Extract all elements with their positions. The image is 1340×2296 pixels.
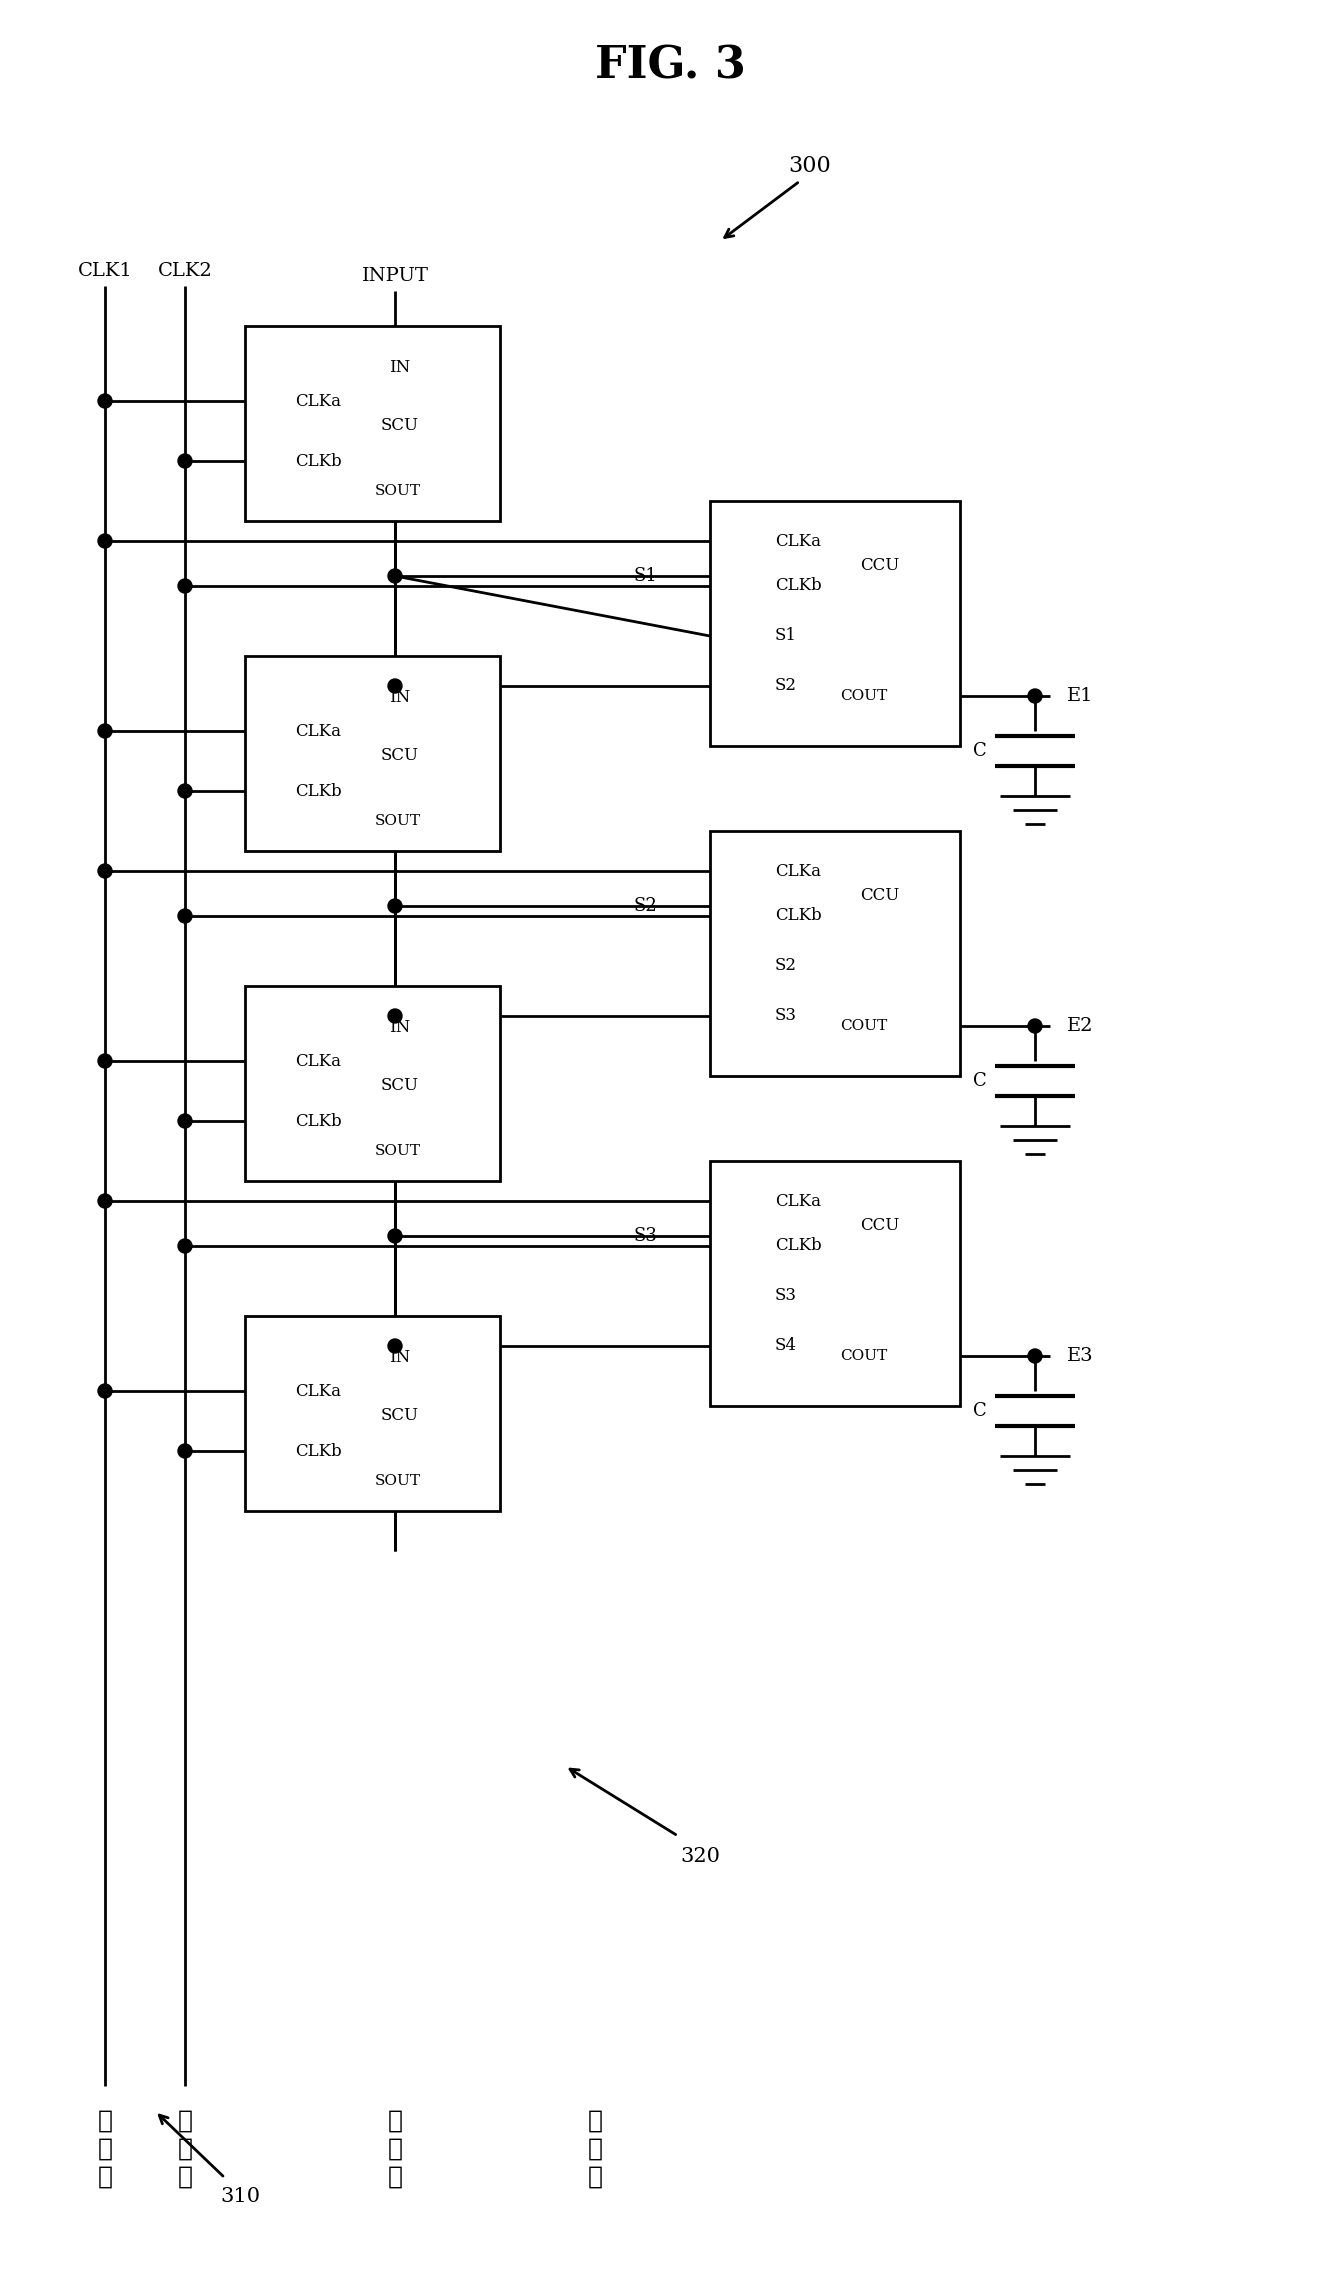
Circle shape [178,783,192,799]
Text: S4: S4 [775,1339,797,1355]
Text: SCU: SCU [381,418,419,434]
Text: ⋮: ⋮ [177,2110,193,2133]
Text: COUT: COUT [840,1350,887,1364]
Text: CLKa: CLKa [775,863,821,879]
Text: CLKb: CLKb [295,1114,342,1130]
Text: IN: IN [390,1019,410,1035]
Text: SCU: SCU [381,748,419,765]
Text: ⋮: ⋮ [387,2138,402,2161]
Bar [710,831,959,1077]
Circle shape [389,1339,402,1352]
Text: CLKb: CLKb [295,452,342,468]
Text: S1: S1 [775,627,797,645]
Text: E1: E1 [1067,687,1093,705]
Circle shape [178,909,192,923]
Text: ⋮: ⋮ [98,2165,113,2188]
Text: CLKb: CLKb [775,1238,821,1254]
Circle shape [98,1054,113,1068]
Text: CCU: CCU [860,558,899,574]
Bar [710,1162,959,1405]
Circle shape [178,455,192,468]
Text: ⋮: ⋮ [587,2165,603,2188]
Text: ⋮: ⋮ [177,2165,193,2188]
Text: E2: E2 [1067,1017,1093,1035]
Text: COUT: COUT [840,1019,887,1033]
Text: ⋮: ⋮ [177,2138,193,2161]
Circle shape [178,1240,192,1254]
Text: C: C [973,1072,986,1091]
Circle shape [178,1444,192,1458]
Text: SCU: SCU [381,1077,419,1095]
Bar [245,1316,500,1511]
Circle shape [98,863,113,877]
Text: S2: S2 [775,957,797,974]
Text: CLKa: CLKa [295,723,340,739]
Text: CLKa: CLKa [295,1052,340,1070]
Circle shape [389,569,402,583]
Text: CLK1: CLK1 [78,262,133,280]
Text: S2: S2 [632,898,657,916]
Text: S3: S3 [775,1288,797,1304]
Text: CLKb: CLKb [775,579,821,595]
Text: E3: E3 [1067,1348,1093,1366]
Bar [245,985,500,1180]
Text: SOUT: SOUT [375,1143,421,1157]
Text: CCU: CCU [860,1217,899,1235]
Circle shape [178,579,192,592]
Text: ⋮: ⋮ [587,2138,603,2161]
Text: S3: S3 [775,1008,797,1024]
Text: C: C [973,1403,986,1419]
Text: CLKb: CLKb [295,1442,342,1460]
Text: CLKb: CLKb [775,907,821,925]
Circle shape [389,1008,402,1024]
Circle shape [389,900,402,914]
Bar [245,326,500,521]
Text: IN: IN [390,360,410,377]
Text: CLKa: CLKa [295,393,340,409]
Circle shape [98,1194,113,1208]
Circle shape [389,1228,402,1242]
Text: SOUT: SOUT [375,815,421,829]
Text: S3: S3 [632,1226,657,1244]
Text: FIG. 3: FIG. 3 [595,44,745,87]
Circle shape [1028,1350,1043,1364]
Circle shape [98,723,113,737]
Text: COUT: COUT [840,689,887,703]
Text: INPUT: INPUT [362,266,429,285]
Text: ⋮: ⋮ [587,2110,603,2133]
Circle shape [389,680,402,693]
Text: 320: 320 [679,1846,720,1864]
Text: CLKb: CLKb [295,783,342,799]
Text: ⋮: ⋮ [387,2165,402,2188]
Text: ⋮: ⋮ [387,2110,402,2133]
Circle shape [98,395,113,409]
Text: 300: 300 [789,156,831,177]
Circle shape [1028,689,1043,703]
Circle shape [1028,1019,1043,1033]
Text: SOUT: SOUT [375,1474,421,1488]
Text: CLKa: CLKa [775,533,821,549]
Text: S1: S1 [632,567,657,585]
Text: ⋮: ⋮ [98,2110,113,2133]
Text: CLK2: CLK2 [158,262,212,280]
Text: 310: 310 [220,2186,260,2206]
Text: CCU: CCU [860,889,899,905]
Circle shape [98,1384,113,1398]
Text: ⋮: ⋮ [98,2138,113,2161]
Text: CLKa: CLKa [295,1382,340,1401]
Text: IN: IN [390,1350,410,1366]
Bar [710,501,959,746]
Bar [245,657,500,852]
Text: IN: IN [390,689,410,707]
Circle shape [178,1114,192,1127]
Text: CLKa: CLKa [775,1192,821,1210]
Text: SCU: SCU [381,1407,419,1424]
Text: C: C [973,742,986,760]
Text: SOUT: SOUT [375,484,421,498]
Circle shape [98,535,113,549]
Text: S2: S2 [775,677,797,693]
